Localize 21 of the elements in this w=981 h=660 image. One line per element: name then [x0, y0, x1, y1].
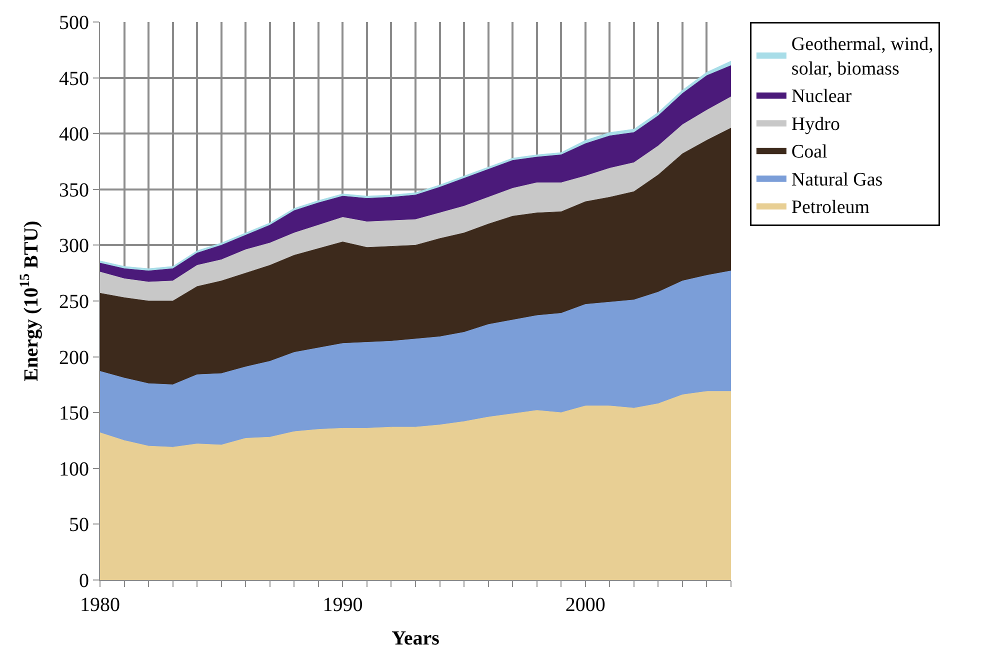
legend-label: Petroleum: [791, 196, 870, 218]
legend-label: Geothermal, wind, solar, biomass: [791, 34, 934, 80]
x-tick-label: 1990: [322, 594, 363, 616]
x-axis-title: Years: [392, 628, 440, 650]
y-tick-label: 300: [59, 235, 89, 258]
y-tick-label: 100: [59, 458, 89, 480]
y-tick-label: 500: [59, 12, 89, 34]
y-tick-label: 400: [59, 124, 89, 146]
y-tick-label: 150: [59, 402, 89, 425]
y-tick-label: 250: [59, 291, 89, 313]
x-tick-label: 2000: [565, 594, 606, 616]
y-tick-label: 50: [69, 514, 89, 536]
x-tick-label: 1980: [80, 594, 120, 616]
y-tick-label: 0: [79, 570, 89, 592]
y-tick-label: 450: [59, 68, 89, 90]
legend-label: Nuclear: [791, 86, 852, 108]
legend-label: Natural Gas: [791, 169, 883, 190]
legend-label: Coal: [791, 142, 828, 163]
legend-label: Hydro: [791, 114, 840, 135]
y-tick-label: 350: [59, 179, 89, 202]
y-tick-label: 200: [59, 346, 89, 369]
